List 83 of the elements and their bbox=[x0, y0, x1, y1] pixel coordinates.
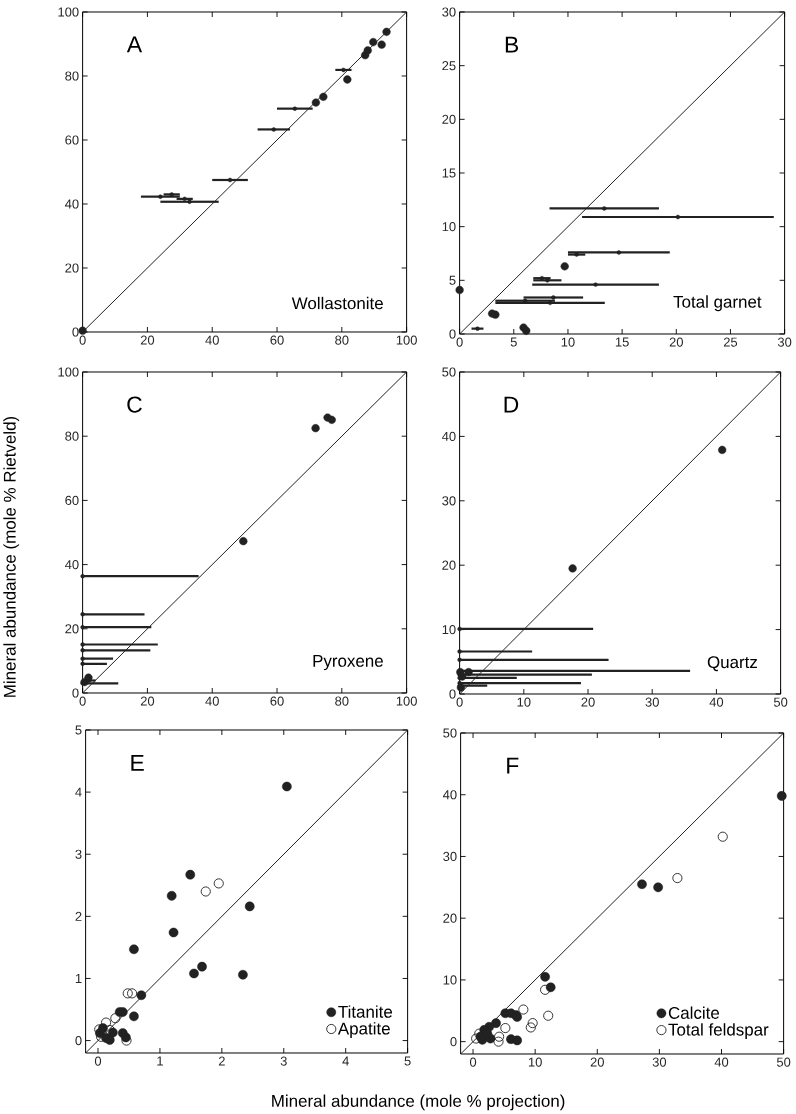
y-tick-label: 5 bbox=[75, 725, 82, 735]
y-tick-label: 30 bbox=[442, 496, 456, 506]
text: E bbox=[131, 754, 144, 771]
x-tick-label: 25 bbox=[724, 337, 738, 347]
y-tick-label: 15 bbox=[442, 168, 456, 178]
y-tick-label: 4 bbox=[75, 787, 82, 797]
x-axis-title: Mineral abundance (mole % projection) bbox=[272, 1094, 565, 1111]
legend-label: Titanite bbox=[338, 1005, 393, 1018]
x-tick-label: 20 bbox=[590, 1057, 605, 1067]
x-tick-label: 2 bbox=[219, 1056, 225, 1066]
x-tick-label: 0 bbox=[470, 1057, 477, 1067]
x-tick-label: 0 bbox=[95, 1056, 102, 1066]
y-tick-label: 0 bbox=[450, 1037, 457, 1047]
y-tick-label: 40 bbox=[65, 560, 79, 570]
y-tick-label: 40 bbox=[443, 790, 457, 800]
x-tick-label: 60 bbox=[270, 335, 284, 345]
annotation: Wollastonite bbox=[291, 296, 384, 310]
y-tick-label: 0 bbox=[72, 688, 79, 698]
x-tick-label: 10 bbox=[529, 1057, 543, 1067]
legend-label: Total feldspar bbox=[668, 1023, 769, 1039]
y-tick-label: 50 bbox=[442, 367, 456, 377]
legend-label: Apatite bbox=[338, 1022, 391, 1038]
y-tick-label: 5 bbox=[449, 275, 456, 285]
y-tick-label: 80 bbox=[65, 431, 79, 441]
y-tick-label: 20 bbox=[442, 114, 456, 124]
text: A bbox=[127, 36, 143, 53]
x-tick-label: 50 bbox=[774, 697, 788, 707]
y-tick-label: 30 bbox=[442, 7, 456, 17]
x-tick-label: 20 bbox=[141, 696, 155, 706]
y-tick-label: 30 bbox=[443, 851, 457, 862]
x-tick-label: 60 bbox=[270, 696, 284, 706]
text: F bbox=[507, 757, 519, 774]
y-tick-label: 10 bbox=[442, 222, 456, 232]
y-tick-label: 50 bbox=[443, 728, 457, 738]
x-tick-label: 20 bbox=[581, 697, 595, 707]
x-tick-label: 10 bbox=[561, 337, 575, 347]
y-tick-label: 0 bbox=[449, 689, 456, 699]
text: C bbox=[127, 396, 143, 413]
legend-label: Calcite bbox=[669, 1006, 720, 1019]
x-tick-label: 40 bbox=[714, 1057, 729, 1067]
y-axis-title: Mineral abundance (mole % Rietveld) bbox=[3, 416, 20, 697]
x-tick-label: 40 bbox=[205, 696, 220, 706]
x-tick-label: 80 bbox=[335, 696, 349, 706]
annotation: Pyroxene bbox=[313, 655, 384, 671]
y-tick-label: 2 bbox=[75, 911, 82, 921]
x-tick-label: 80 bbox=[335, 335, 349, 345]
y-tick-label: 100 bbox=[58, 7, 79, 17]
x-tick-label: 4 bbox=[342, 1056, 350, 1066]
x-tick-label: 40 bbox=[709, 697, 724, 707]
y-tick-label: 20 bbox=[443, 913, 457, 923]
y-tick-label: 100 bbox=[58, 367, 79, 377]
y-tick-label: 60 bbox=[65, 495, 79, 505]
x-tick-label: 3 bbox=[280, 1056, 287, 1066]
y-tick-label: 60 bbox=[65, 135, 79, 145]
x-tick-label: 30 bbox=[652, 1057, 667, 1067]
x-tick-label: 10 bbox=[517, 697, 531, 707]
annotation: Total garnet bbox=[673, 295, 762, 312]
y-tick-label: 20 bbox=[65, 624, 79, 634]
x-tick-label: 20 bbox=[141, 335, 155, 345]
y-tick-label: 25 bbox=[442, 61, 456, 71]
x-tick-label: 50 bbox=[777, 1057, 791, 1067]
x-tick-label: 100 bbox=[396, 335, 418, 345]
x-tick-label: 40 bbox=[205, 335, 220, 345]
y-tick-label: 40 bbox=[65, 199, 79, 209]
y-tick-label: 10 bbox=[443, 975, 457, 985]
y-tick-label: 20 bbox=[442, 560, 456, 570]
y-tick-label: 40 bbox=[442, 431, 456, 441]
y-tick-label: 0 bbox=[75, 1035, 82, 1046]
y-tick-label: 1 bbox=[76, 974, 82, 983]
y-tick-label: 80 bbox=[65, 71, 79, 81]
x-tick-label: 5 bbox=[404, 1056, 411, 1066]
x-tick-label: 20 bbox=[669, 337, 684, 347]
y-tick-label: 10 bbox=[442, 625, 456, 635]
x-tick-label: 5 bbox=[510, 337, 518, 347]
y-tick-label: 20 bbox=[65, 263, 79, 273]
x-tick-label: 30 bbox=[645, 697, 660, 707]
y-tick-label: 3 bbox=[75, 849, 82, 859]
x-tick-label: 15 bbox=[616, 337, 629, 347]
x-tick-label: 1 bbox=[157, 1056, 164, 1066]
x-tick-label: 30 bbox=[778, 337, 792, 347]
y-tick-label: 0 bbox=[72, 327, 79, 337]
x-tick-label: 100 bbox=[396, 696, 418, 706]
text: B bbox=[506, 36, 519, 53]
